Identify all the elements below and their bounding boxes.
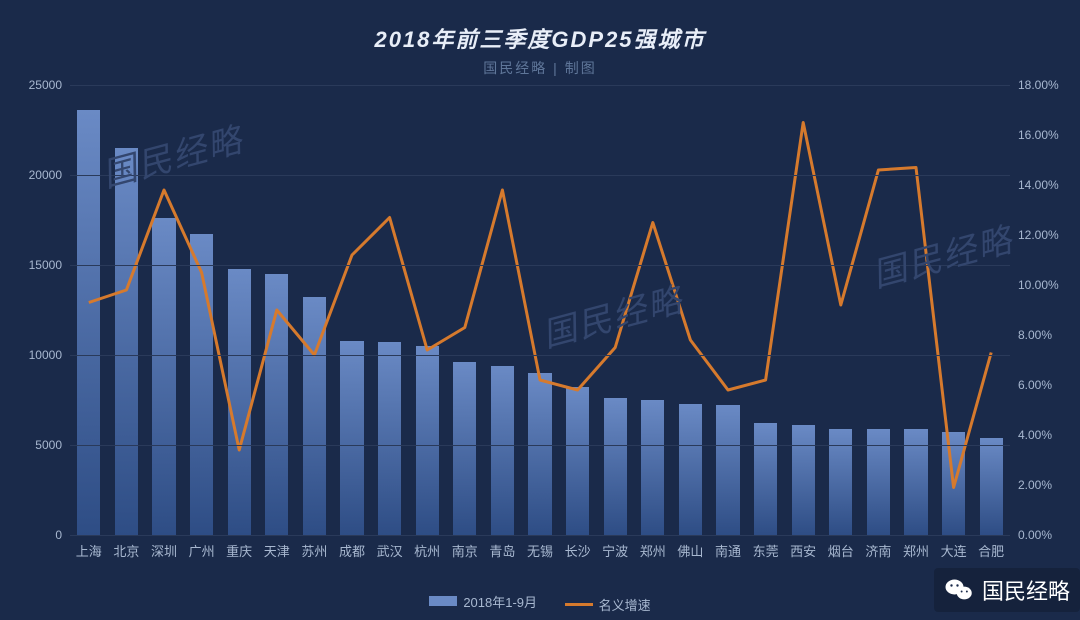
x-tick: 佛山	[672, 541, 710, 560]
x-tick: 杭州	[408, 541, 446, 560]
legend-line-swatch	[565, 603, 593, 606]
y-left-tick: 0	[2, 528, 62, 542]
x-tick: 上海	[70, 541, 108, 560]
grid-line	[70, 355, 1010, 356]
x-tick: 苏州	[296, 541, 334, 560]
x-tick: 郑州	[634, 541, 672, 560]
legend: 2018年1-9月 名义增速	[0, 592, 1080, 615]
legend-bar: 2018年1-9月	[429, 592, 537, 611]
x-tick: 广州	[183, 541, 221, 560]
x-tick: 青岛	[484, 541, 522, 560]
plot-area: 05000100001500020000250000.00%2.00%4.00%…	[70, 85, 1010, 535]
x-tick: 无锡	[521, 541, 559, 560]
x-tick: 深圳	[145, 541, 183, 560]
growth-line	[89, 123, 991, 488]
x-tick: 郑州	[897, 541, 935, 560]
x-tick: 南京	[446, 541, 484, 560]
y-right-tick: 8.00%	[1018, 328, 1078, 342]
grid-line	[70, 265, 1010, 266]
legend-line-label: 名义增速	[599, 595, 651, 614]
grid-line	[70, 175, 1010, 176]
x-tick: 天津	[258, 541, 296, 560]
x-tick: 成都	[333, 541, 371, 560]
legend-bar-swatch	[429, 596, 457, 606]
line-layer	[70, 85, 1010, 535]
wechat-attribution: 国民经略	[944, 574, 1070, 606]
y-left-tick: 20000	[2, 168, 62, 182]
x-tick: 济南	[860, 541, 898, 560]
x-tick: 南通	[709, 541, 747, 560]
y-right-tick: 4.00%	[1018, 428, 1078, 442]
x-tick: 东莞	[747, 541, 785, 560]
y-left-tick: 25000	[2, 78, 62, 92]
x-tick: 烟台	[822, 541, 860, 560]
x-tick: 北京	[108, 541, 146, 560]
x-tick: 武汉	[371, 541, 409, 560]
y-right-tick: 14.00%	[1018, 178, 1078, 192]
x-tick: 长沙	[559, 541, 597, 560]
y-right-tick: 2.00%	[1018, 478, 1078, 492]
y-left-tick: 15000	[2, 258, 62, 272]
wechat-label: 国民经略	[982, 574, 1070, 606]
legend-line: 名义增速	[565, 595, 651, 614]
y-right-tick: 0.00%	[1018, 528, 1078, 542]
y-right-tick: 10.00%	[1018, 278, 1078, 292]
y-right-tick: 6.00%	[1018, 378, 1078, 392]
y-right-tick: 12.00%	[1018, 228, 1078, 242]
wechat-icon	[944, 575, 974, 605]
x-tick: 合肥	[972, 541, 1010, 560]
y-right-tick: 18.00%	[1018, 78, 1078, 92]
chart-title: 2018年前三季度GDP25强城市	[0, 22, 1080, 54]
x-tick: 大连	[935, 541, 973, 560]
y-left-tick: 5000	[2, 438, 62, 452]
x-tick: 宁波	[596, 541, 634, 560]
grid-line	[70, 85, 1010, 86]
grid-line	[70, 445, 1010, 446]
chart-root: 2018年前三季度GDP25强城市 国民经略 | 制图 050001000015…	[0, 0, 1080, 620]
y-left-tick: 10000	[2, 348, 62, 362]
chart-subtitle: 国民经略 | 制图	[0, 58, 1080, 78]
y-right-tick: 16.00%	[1018, 128, 1078, 142]
legend-bar-label: 2018年1-9月	[463, 592, 537, 611]
x-tick: 西安	[784, 541, 822, 560]
grid-line	[70, 535, 1010, 536]
x-tick: 重庆	[220, 541, 258, 560]
